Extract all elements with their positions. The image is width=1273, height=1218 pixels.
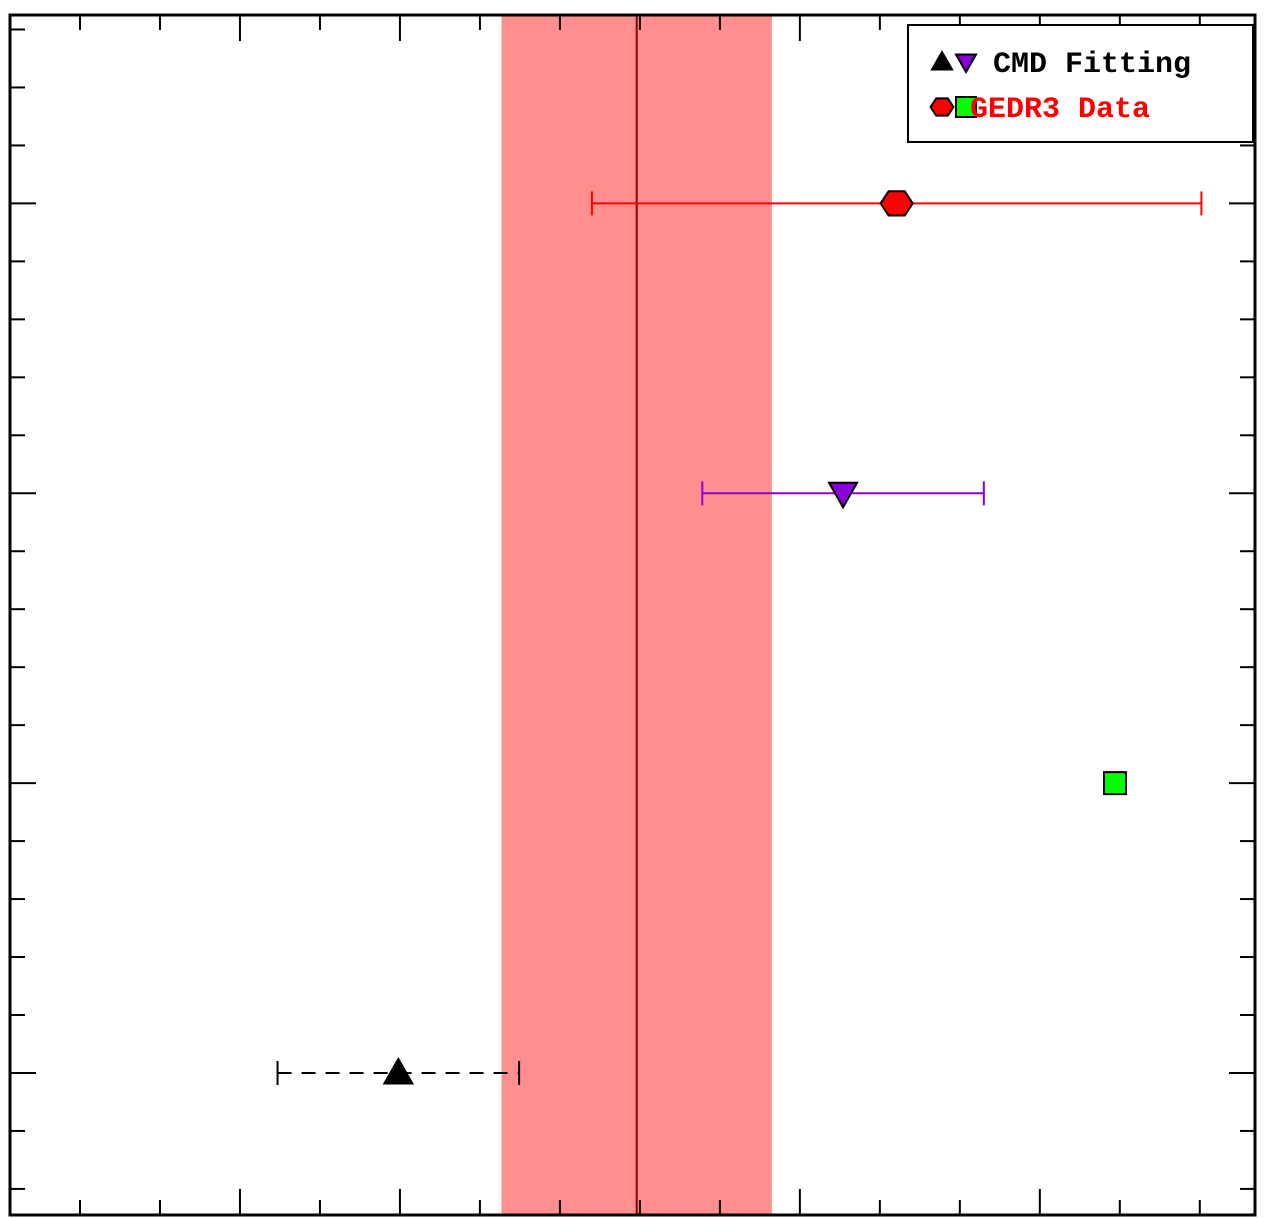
data-point: [879, 190, 914, 217]
legend-marker: [930, 49, 954, 71]
legend-marker: [954, 53, 978, 75]
data-point: [827, 481, 859, 510]
legend-box: [907, 24, 1254, 143]
legend-marker: [955, 96, 977, 118]
data-point: [1103, 771, 1128, 796]
plot-frame: [8, 13, 1257, 1217]
legend-label: CMD Fitting: [993, 48, 1191, 82]
legend-label: GEDR3 Data: [970, 93, 1150, 127]
legend-marker: [929, 97, 955, 117]
data-point: [382, 1056, 415, 1085]
